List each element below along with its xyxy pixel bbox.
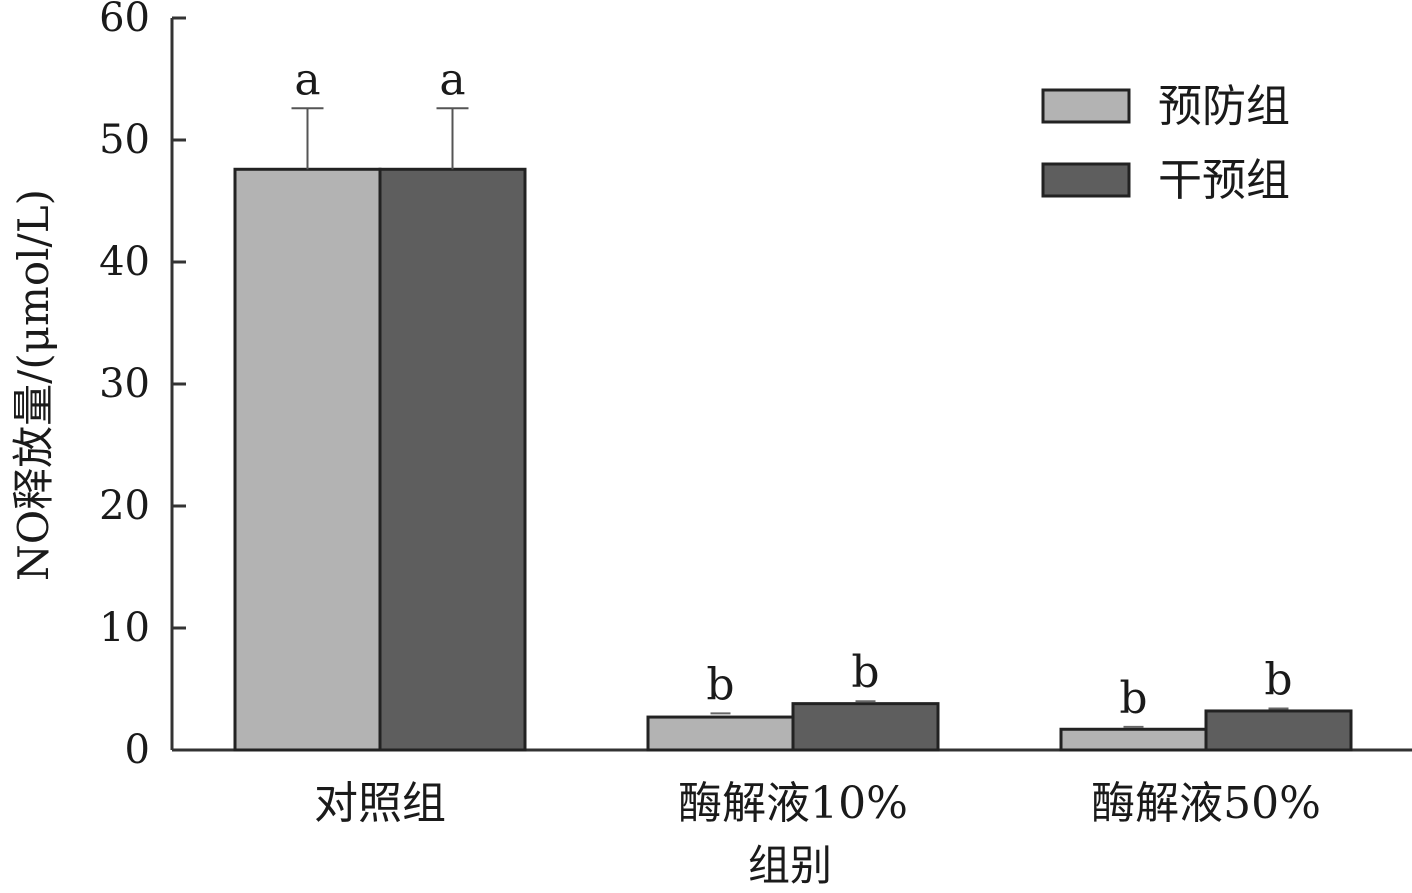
- legend-label: 预防组: [1158, 81, 1290, 132]
- legend-label: 干预组: [1158, 155, 1290, 206]
- bar-prevention-2: [1059, 727, 1208, 752]
- x-category-label: 对照组: [314, 778, 446, 829]
- y-tick-label: 50: [99, 117, 150, 163]
- y-axis-title: NO释放量/(μmol/L): [9, 189, 58, 581]
- y-tick-label: 30: [99, 361, 150, 407]
- y-tick-label: 0: [125, 727, 150, 773]
- bars: a a b b b b: [233, 54, 1353, 752]
- significance-label: b: [1119, 673, 1147, 724]
- significance-label: a: [294, 54, 320, 105]
- y-ticks: 0 10 20 30 40 50 60: [99, 0, 186, 773]
- y-tick-label: 20: [99, 483, 150, 529]
- x-category-label: 酶解液50%: [1091, 778, 1321, 829]
- bar-prevention-0: [233, 167, 382, 752]
- y-tick-label: 10: [99, 605, 150, 651]
- bar-prevention-1: [646, 715, 795, 752]
- x-axis-title: 组别: [748, 841, 832, 890]
- x-category-labels: 对照组 酶解液10% 酶解液50%: [314, 778, 1321, 829]
- x-category-label: 酶解液10%: [678, 778, 908, 829]
- significance-label: b: [1264, 655, 1292, 706]
- legend-swatch: [1041, 88, 1131, 124]
- y-tick-label: 60: [99, 0, 150, 41]
- legend-swatch: [1041, 162, 1131, 198]
- significance-label: b: [706, 659, 734, 710]
- bar-intervention-1: [791, 702, 940, 752]
- significance-label: b: [851, 647, 879, 698]
- bar-intervention-0: [378, 167, 527, 752]
- y-tick-label: 40: [99, 239, 150, 285]
- significance-label: a: [439, 54, 465, 105]
- bar-intervention-2: [1204, 709, 1353, 752]
